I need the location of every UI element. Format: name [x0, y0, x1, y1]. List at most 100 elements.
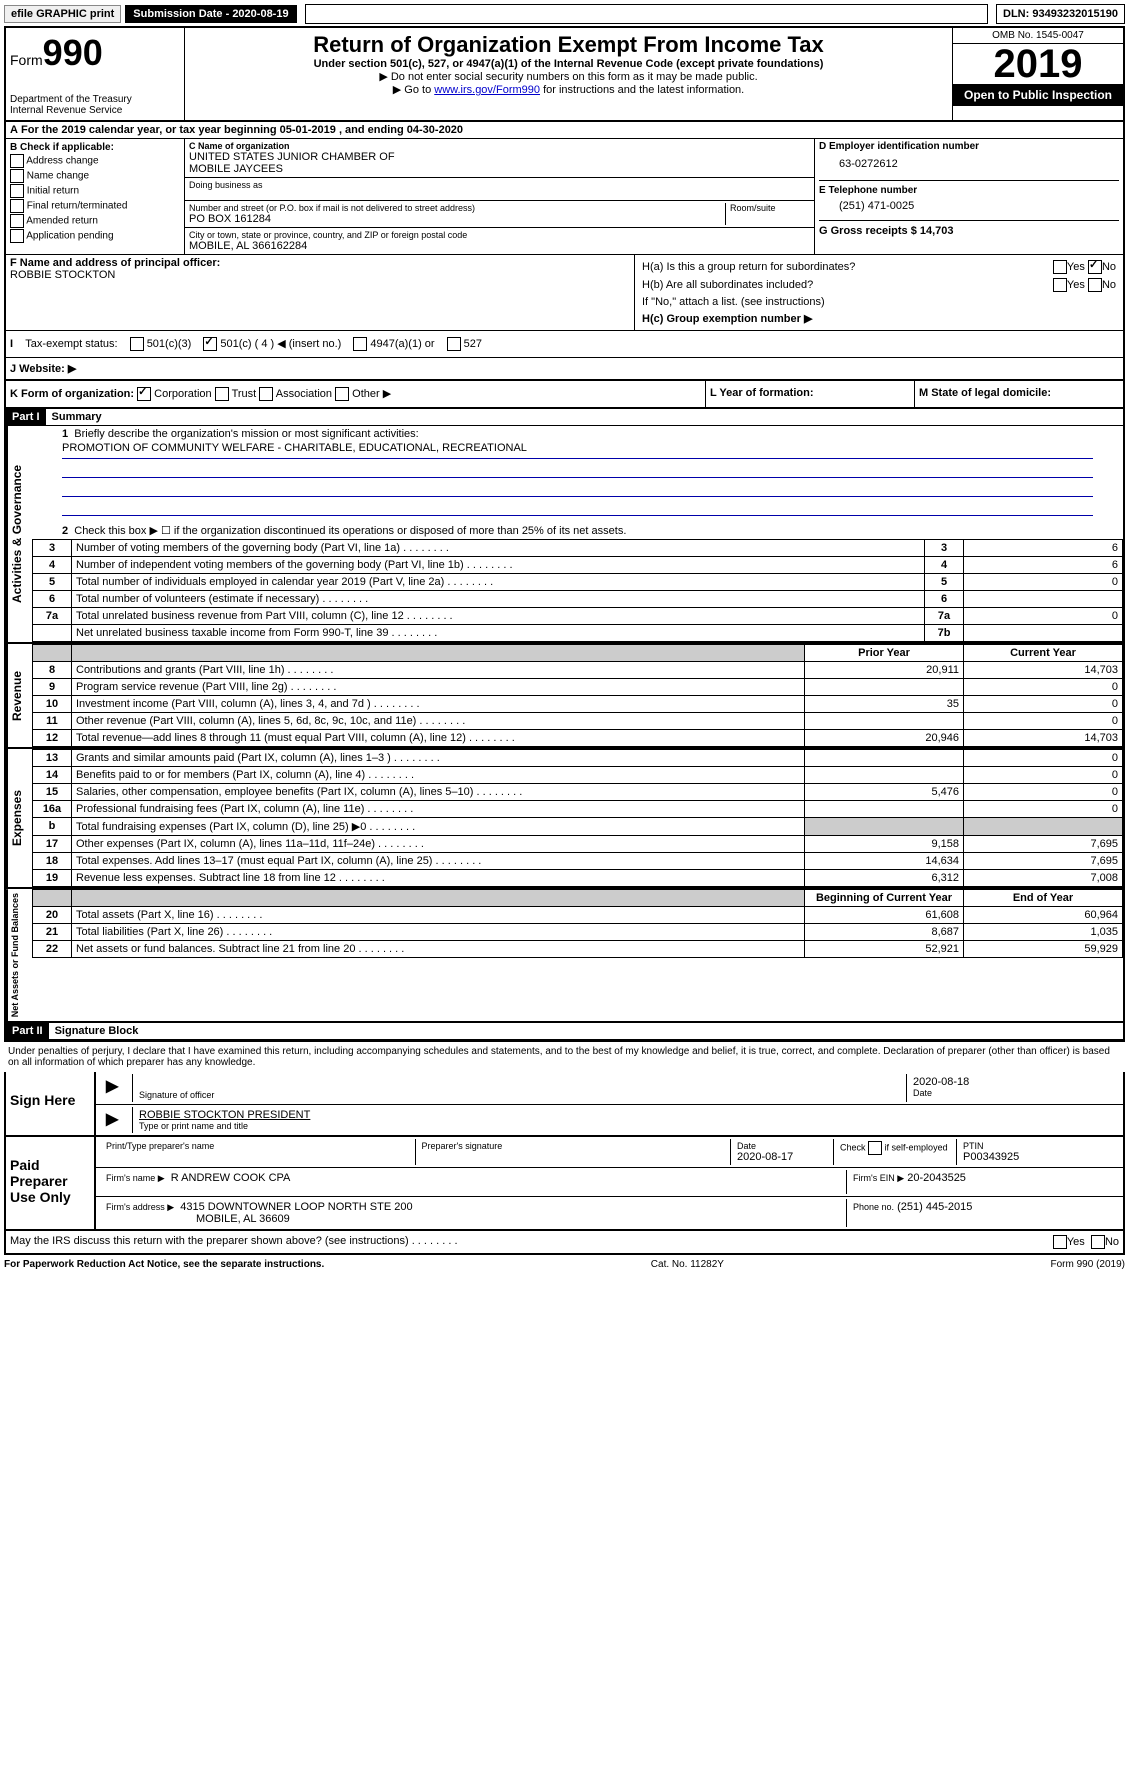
- row-num: 5: [33, 574, 72, 591]
- prior-val: [805, 750, 964, 767]
- side-governance: Activities & Governance: [6, 426, 32, 642]
- col-header: Beginning of Current Year: [805, 890, 964, 907]
- row-desc: Total fundraising expenses (Part IX, col…: [72, 818, 805, 836]
- row-desc: Professional fundraising fees (Part IX, …: [72, 801, 805, 818]
- row-desc: Total number of volunteers (estimate if …: [72, 591, 925, 608]
- ha-answer[interactable]: Yes No: [995, 259, 1117, 275]
- row-num: 16a: [33, 801, 72, 818]
- part2-title: Signature Block: [49, 1023, 145, 1039]
- year-formation: L Year of formation:: [706, 381, 915, 407]
- prior-val: 52,921: [805, 941, 964, 958]
- website-label: J Website: ▶: [10, 363, 76, 375]
- row-desc: Total liabilities (Part X, line 26): [72, 924, 805, 941]
- row-num: 18: [33, 853, 72, 870]
- other-check[interactable]: Other ▶: [335, 388, 391, 400]
- row-num: 12: [33, 730, 72, 747]
- row-desc: Total expenses. Add lines 13–17 (must eq…: [72, 853, 805, 870]
- row-desc: Salaries, other compensation, employee b…: [72, 784, 805, 801]
- hb-answer[interactable]: Yes No: [995, 277, 1117, 293]
- current-val: 0: [964, 696, 1123, 713]
- side-revenue: Revenue: [6, 644, 32, 747]
- form-subtitle: Under section 501(c), 527, or 4947(a)(1)…: [189, 58, 948, 70]
- dba-label: Doing business as: [189, 180, 810, 190]
- part1-header: Part I: [6, 409, 46, 425]
- col-header: End of Year: [964, 890, 1123, 907]
- row-desc: Total revenue—add lines 8 through 11 (mu…: [72, 730, 805, 747]
- final-return-check[interactable]: Final return/terminated: [10, 199, 180, 213]
- current-val: 0: [964, 767, 1123, 784]
- row-num: 9: [33, 679, 72, 696]
- paid-preparer-label: Paid Preparer Use Only: [6, 1137, 96, 1229]
- row-val: 0: [964, 608, 1123, 625]
- row-desc: Other revenue (Part VIII, column (A), li…: [72, 713, 805, 730]
- paperwork-notice: For Paperwork Reduction Act Notice, see …: [4, 1259, 324, 1270]
- 527-check[interactable]: 527: [447, 337, 482, 351]
- 4947-check[interactable]: 4947(a)(1) or: [353, 337, 434, 351]
- col-header: Current Year: [964, 645, 1123, 662]
- row-val: 0: [964, 574, 1123, 591]
- row-desc: Total assets (Part X, line 16): [72, 907, 805, 924]
- 501c-check[interactable]: 501(c) ( 4 ) ◀ (insert no.): [203, 337, 341, 351]
- trust-check[interactable]: Trust: [215, 388, 257, 400]
- row-desc: Contributions and grants (Part VIII, lin…: [72, 662, 805, 679]
- corp-check[interactable]: Corporation: [137, 388, 212, 400]
- row-num: [33, 625, 72, 642]
- current-val: 7,008: [964, 870, 1123, 887]
- sign-date: 2020-08-18: [913, 1076, 1113, 1088]
- prep-sig-label: Preparer's signature: [422, 1141, 725, 1151]
- amended-check[interactable]: Amended return: [10, 214, 180, 228]
- self-employed-check[interactable]: Check if self-employed: [834, 1139, 957, 1165]
- initial-return-check[interactable]: Initial return: [10, 184, 180, 198]
- firm-ein-label: Firm's EIN ▶: [853, 1173, 904, 1183]
- ein-value: 63-0272612: [819, 152, 1119, 176]
- org-name: UNITED STATES JUNIOR CHAMBER OF: [189, 151, 810, 163]
- current-val: 14,703: [964, 730, 1123, 747]
- date-label: Date: [913, 1088, 1113, 1098]
- row-desc: Net assets or fund balances. Subtract li…: [72, 941, 805, 958]
- gross-receipts: G Gross receipts $ 14,703: [819, 225, 1119, 237]
- prior-val: 35: [805, 696, 964, 713]
- assoc-check[interactable]: Association: [259, 388, 332, 400]
- prior-val: 5,476: [805, 784, 964, 801]
- firm-addr: 4315 DOWNTOWNER LOOP NORTH STE 200: [180, 1201, 412, 1213]
- mission-blank: [62, 497, 1093, 516]
- phone-label: E Telephone number: [819, 185, 1119, 196]
- row-num: 14: [33, 767, 72, 784]
- address-change-check[interactable]: Address change: [10, 154, 180, 168]
- row-num: 22: [33, 941, 72, 958]
- row-num: 13: [33, 750, 72, 767]
- prior-val: 6,312: [805, 870, 964, 887]
- row-num: 20: [33, 907, 72, 924]
- q1: 1 Briefly describe the organization's mi…: [62, 428, 1093, 440]
- current-val: 0: [964, 713, 1123, 730]
- row-num: 6: [33, 591, 72, 608]
- application-pending-check[interactable]: Application pending: [10, 229, 180, 243]
- hb-label: H(b) Are all subordinates included?: [641, 277, 993, 293]
- hc-label: H(c) Group exemption number ▶: [641, 311, 1117, 326]
- name-change-check[interactable]: Name change: [10, 169, 180, 183]
- current-val: 0: [964, 801, 1123, 818]
- row-num: 19: [33, 870, 72, 887]
- 501c3-check[interactable]: 501(c)(3): [130, 337, 192, 351]
- row-desc: Revenue less expenses. Subtract line 18 …: [72, 870, 805, 887]
- prior-val: 8,687: [805, 924, 964, 941]
- efile-button[interactable]: efile GRAPHIC print: [4, 5, 121, 23]
- row-val: 6: [964, 540, 1123, 557]
- row-desc: Total number of individuals employed in …: [72, 574, 925, 591]
- part2-header: Part II: [6, 1023, 49, 1039]
- org-name-label: C Name of organization: [189, 141, 810, 151]
- name-title-label: Type or print name and title: [139, 1121, 1113, 1131]
- row-ref: 4: [925, 557, 964, 574]
- city-value: MOBILE, AL 366162284: [189, 240, 810, 252]
- form-footer: Form 990 (2019): [1051, 1259, 1125, 1270]
- row-desc: Grants and similar amounts paid (Part IX…: [72, 750, 805, 767]
- row-num: 21: [33, 924, 72, 941]
- instructions-link[interactable]: www.irs.gov/Form990: [434, 84, 540, 96]
- row-num: 8: [33, 662, 72, 679]
- current-val: 60,964: [964, 907, 1123, 924]
- mission-text: PROMOTION OF COMMUNITY WELFARE - CHARITA…: [62, 440, 1093, 459]
- prep-date: 2020-08-17: [737, 1151, 827, 1163]
- firm-name-label: Firm's name ▶: [106, 1173, 165, 1183]
- discuss-answer[interactable]: Yes No: [1053, 1235, 1119, 1249]
- side-expenses: Expenses: [6, 749, 32, 887]
